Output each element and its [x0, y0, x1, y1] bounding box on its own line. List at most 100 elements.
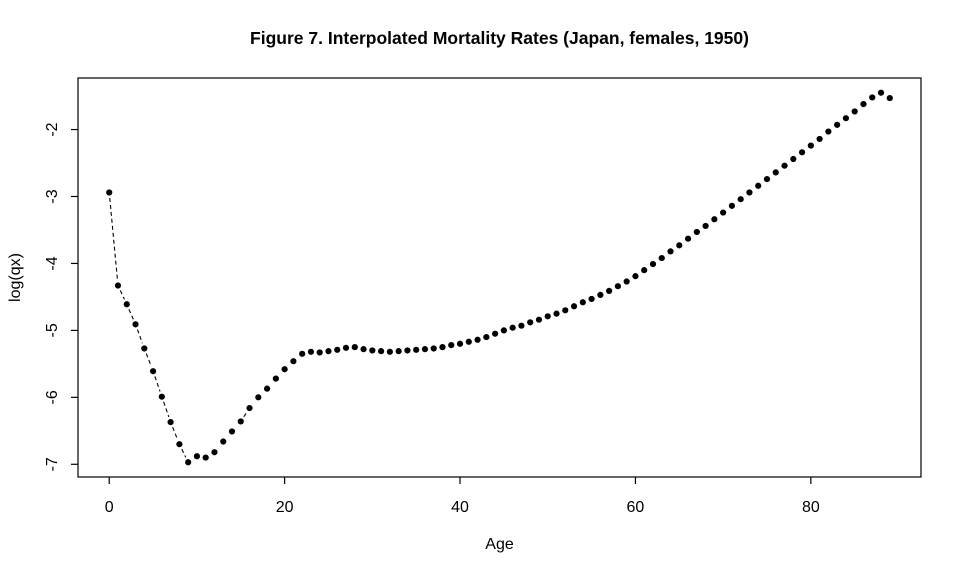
y-tick-label: -6 — [44, 390, 61, 404]
data-point — [263, 385, 271, 392]
data-point — [325, 348, 332, 355]
data-point — [606, 287, 613, 294]
data-point — [676, 242, 683, 249]
data-point — [658, 254, 665, 262]
data-point — [386, 348, 393, 355]
data-point — [842, 115, 850, 122]
data-point — [369, 347, 376, 354]
x-tick-label: 40 — [451, 499, 469, 516]
data-point — [588, 295, 595, 303]
x-tick-label: 0 — [105, 499, 114, 516]
data-point — [518, 322, 525, 329]
data-point — [781, 162, 788, 169]
data-point — [106, 189, 113, 196]
data-point — [693, 228, 700, 236]
data-point — [421, 346, 429, 353]
data-point — [816, 135, 823, 143]
data-point — [483, 333, 490, 341]
data-point — [728, 202, 736, 209]
x-axis-label: Age — [485, 536, 514, 553]
data-point — [807, 142, 814, 149]
data-point — [290, 358, 297, 365]
y-tick-label: -2 — [44, 122, 61, 136]
data-point — [413, 346, 420, 353]
y-tick-label: -3 — [44, 189, 61, 203]
connector-segment — [109, 197, 119, 281]
y-tick-label: -7 — [44, 457, 61, 471]
data-point — [527, 319, 534, 326]
data-point — [167, 419, 174, 426]
y-tick-label: -5 — [44, 323, 61, 337]
data-point — [632, 273, 639, 280]
data-point — [307, 348, 315, 355]
data-point — [228, 428, 236, 435]
data-point — [755, 182, 762, 189]
data-point — [649, 261, 657, 268]
data-point — [149, 368, 157, 375]
data-point — [553, 310, 560, 317]
data-point — [641, 267, 648, 274]
data-point — [492, 330, 499, 337]
data-point — [851, 108, 858, 115]
y-axis-label: log(qx) — [7, 253, 24, 302]
data-point — [790, 155, 797, 163]
data-point — [378, 348, 385, 355]
data-point — [825, 128, 832, 135]
data-point — [272, 375, 279, 382]
x-tick-label: 80 — [802, 499, 820, 516]
y-tick-label: -4 — [44, 256, 61, 270]
data-point — [465, 338, 472, 345]
data-point — [746, 189, 753, 196]
data-point — [299, 350, 306, 357]
data-point — [342, 344, 350, 351]
data-point — [500, 327, 507, 334]
connector-segment — [119, 290, 125, 300]
x-tick-label: 20 — [276, 499, 294, 516]
data-point — [237, 418, 244, 425]
data-point — [869, 94, 876, 101]
data-point — [834, 121, 841, 128]
data-point — [360, 346, 367, 353]
data-point — [351, 344, 358, 351]
data-point — [202, 454, 209, 461]
data-point — [246, 404, 253, 412]
connector-segment — [154, 376, 161, 392]
data-point — [711, 216, 718, 223]
data-point — [193, 453, 201, 460]
data-point — [702, 222, 709, 230]
data-point — [316, 349, 323, 356]
data-point — [456, 340, 464, 347]
data-point — [772, 169, 779, 176]
data-point — [720, 209, 727, 216]
data-point — [141, 345, 148, 352]
data-point — [281, 366, 288, 373]
x-tick-label: 60 — [627, 499, 645, 516]
data-point — [667, 248, 674, 255]
data-point — [614, 283, 621, 290]
data-point — [404, 347, 411, 354]
data-point — [798, 149, 806, 156]
data-point — [684, 235, 692, 242]
data-point — [123, 301, 130, 308]
chart-title: Figure 7. Interpolated Mortality Rates (… — [250, 28, 749, 48]
data-point — [737, 196, 744, 203]
data-point — [860, 101, 867, 108]
data-point — [562, 307, 569, 314]
data-point — [570, 303, 578, 310]
data-point — [185, 459, 192, 466]
data-point — [509, 324, 516, 331]
connector-segment — [243, 412, 247, 418]
data-point — [255, 394, 262, 401]
data-point — [763, 175, 771, 183]
data-point — [886, 94, 893, 102]
data-point — [877, 89, 885, 96]
connector-segment — [181, 448, 187, 458]
data-point — [220, 438, 227, 445]
data-point — [211, 449, 218, 456]
connector-segment — [172, 427, 178, 440]
data-point — [334, 346, 341, 353]
data-point — [430, 345, 437, 352]
data-point — [535, 316, 543, 323]
